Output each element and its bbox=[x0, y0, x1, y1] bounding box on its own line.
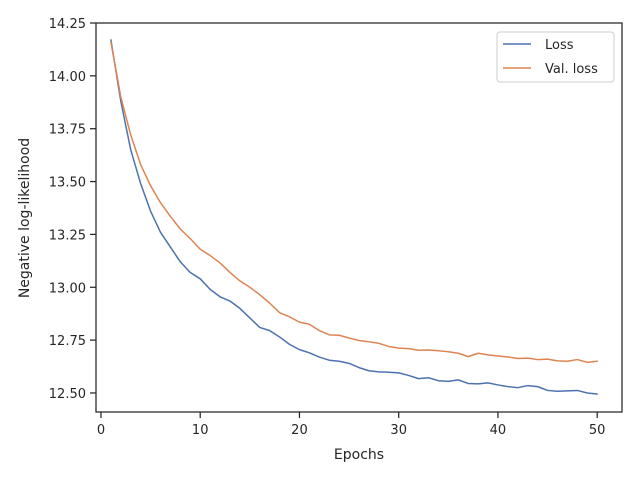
x-axis-label: Epochs bbox=[334, 447, 384, 463]
x-tick-label: 20 bbox=[291, 423, 308, 438]
plot-frame bbox=[95, 22, 623, 413]
legend: Loss Val. loss bbox=[496, 31, 615, 83]
y-tick-label: 13.75 bbox=[49, 123, 86, 138]
x-tick-label: 40 bbox=[490, 423, 507, 438]
y-tick-label: 13.50 bbox=[49, 176, 86, 191]
x-tick-label: 30 bbox=[390, 423, 407, 438]
series-line-val-loss bbox=[110, 41, 598, 364]
x-tick-label: 10 bbox=[192, 423, 209, 438]
x-tick-label: 50 bbox=[589, 423, 606, 438]
legend-label-loss: Loss bbox=[545, 38, 574, 53]
plot-background bbox=[96, 23, 622, 412]
y-tick-label: 14.00 bbox=[49, 70, 86, 85]
x-tick-label: 0 bbox=[97, 423, 105, 438]
y-tick-label: 12.75 bbox=[49, 334, 86, 349]
y-tick-label: 13.00 bbox=[49, 281, 86, 296]
y-axis-label: Negative log-likelihood bbox=[17, 138, 33, 298]
x-axis-ticks: 0 10 20 30 40 50 bbox=[97, 412, 606, 438]
series-layer bbox=[110, 39, 598, 395]
legend-label-val-loss: Val. loss bbox=[545, 62, 598, 77]
y-axis-ticks: 12.50 12.75 13.00 13.25 13.50 13.75 14.00 14.25 bbox=[49, 17, 96, 402]
y-tick-label: 12.50 bbox=[49, 387, 86, 402]
y-tick-label: 13.25 bbox=[49, 228, 86, 243]
y-tick-label: 14.25 bbox=[49, 17, 86, 32]
series-line-loss bbox=[110, 39, 598, 395]
